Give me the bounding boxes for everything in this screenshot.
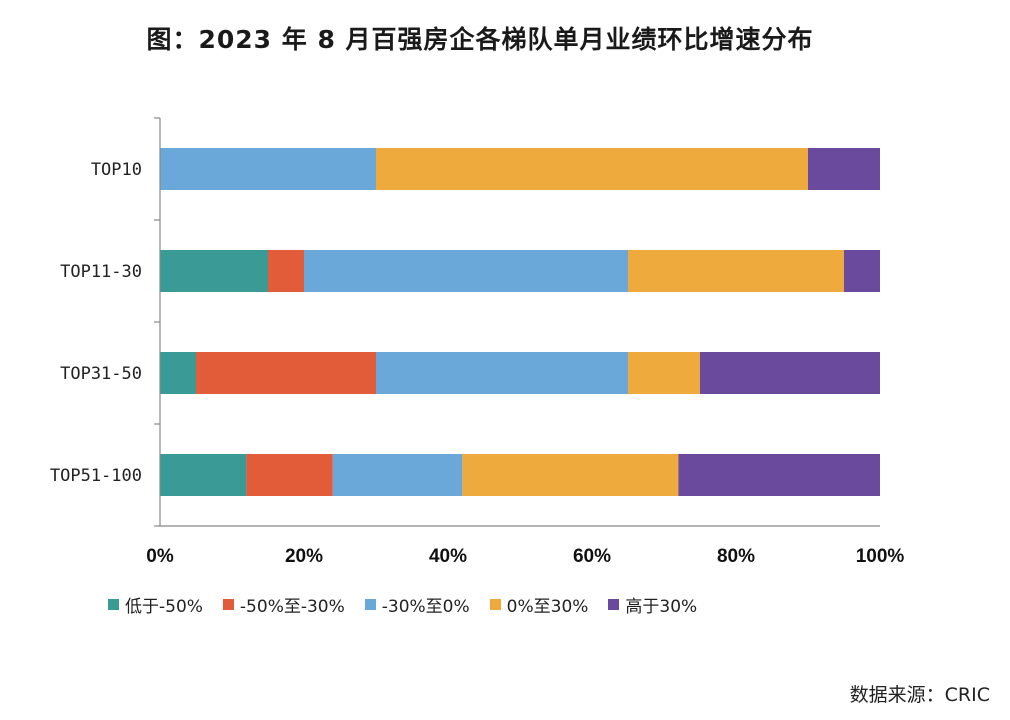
x-tick-label: 0%: [146, 546, 174, 567]
bar-segment-2-1: [196, 352, 376, 394]
legend-swatch: [489, 599, 501, 610]
x-tick-label: 100%: [856, 546, 905, 567]
bar-segment-1-1: [268, 250, 304, 292]
source-note: 数据来源：CRIC: [849, 684, 990, 706]
chart-title: 图：2023 年 8 月百强房企各梯队单月业绩环比增速分布: [146, 25, 814, 54]
legend-swatch: [108, 599, 119, 610]
legend-swatch: [222, 599, 234, 610]
legend-swatch: [608, 599, 620, 610]
bar-segment-2-3: [628, 352, 700, 394]
legend-label: 0%至30%: [506, 597, 589, 617]
bar-segment-1-2: [304, 250, 628, 292]
legend-swatch: [364, 599, 376, 610]
bar-segment-1-3: [628, 250, 844, 292]
bar-segment-0-3: [376, 148, 808, 190]
bar-segment-2-0: [160, 352, 196, 394]
bar-segment-0-2: [160, 148, 376, 190]
bar-segment-3-1: [246, 454, 333, 496]
x-tick-label: 40%: [429, 546, 467, 567]
category-label: TOP11-30: [60, 262, 142, 282]
legend-label: 低于-50%: [125, 597, 203, 617]
bar-segment-3-0: [160, 454, 247, 496]
category-label: TOP31-50: [60, 364, 142, 384]
legend-item-0: 低于-50%: [108, 592, 203, 617]
legend-label: -30%至0%: [381, 597, 470, 617]
legend-label: 高于30%: [625, 597, 698, 617]
category-labels: TOP10 TOP11-30 TOP31-50 TOP51-100: [50, 160, 142, 486]
bar-segment-1-4: [844, 250, 880, 292]
legend-item-2: -30%至0%: [364, 592, 470, 617]
legend: 低于-50% -50%至-30% -30%至0% 0%至30% 高于30%: [108, 592, 717, 617]
category-label: TOP10: [91, 160, 142, 180]
bar-segment-0-4: [808, 148, 880, 190]
legend-item-1: -50%至-30%: [222, 592, 345, 617]
category-label: TOP51-100: [50, 466, 142, 486]
legend-item-3: 0%至30%: [489, 592, 589, 617]
bar-segment-3-2: [332, 454, 463, 496]
bar-segment-2-4: [700, 352, 880, 394]
x-tick-label: 60%: [573, 546, 611, 567]
bars-group: [160, 148, 880, 496]
stacked-bar-chart: TOP10 TOP11-30 TOP31-50 TOP51-100 0% 20% 40% 6…: [50, 117, 904, 567]
axes-group: [154, 117, 880, 527]
legend-item-4: 高于30%: [608, 592, 697, 617]
bar-segment-2-2: [376, 352, 628, 394]
x-tick-label: 80%: [717, 546, 755, 567]
bar-segment-3-3: [462, 454, 679, 496]
x-tick-label: 20%: [285, 546, 323, 567]
legend-label: -50%至-30%: [239, 597, 345, 617]
tick-labels: 0% 20% 40% 60% 80% 100%: [146, 546, 904, 567]
bar-segment-3-4: [678, 454, 880, 496]
bar-segment-1-0: [160, 250, 268, 292]
